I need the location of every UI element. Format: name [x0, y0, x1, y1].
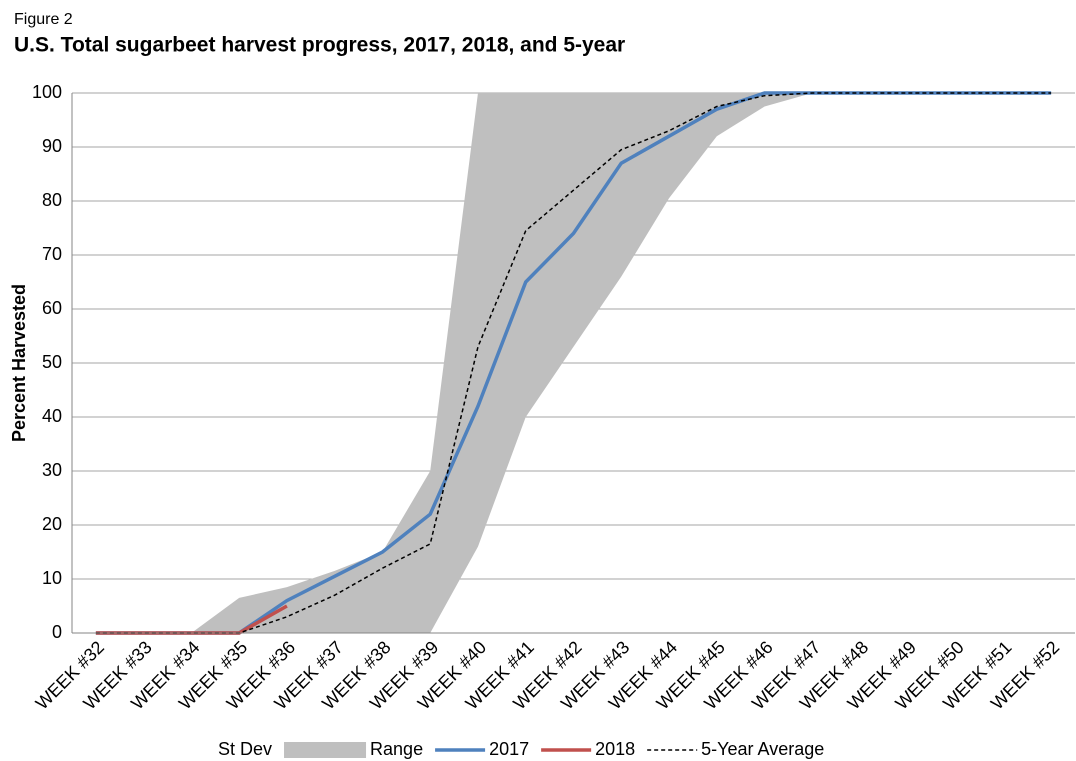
- legend-label: St Dev: [218, 739, 272, 759]
- figure-label: Figure 2: [14, 11, 73, 28]
- y-tick-label: 40: [42, 406, 62, 426]
- chart-title: U.S. Total sugarbeet harvest progress, 2…: [14, 34, 625, 57]
- line: [95, 92, 1052, 634]
- y-tick-label: 10: [42, 568, 62, 588]
- y-tick-label: 60: [42, 298, 62, 318]
- legend-label: 5-Year Average: [701, 739, 824, 759]
- y-tick-label: 0: [52, 622, 62, 642]
- legend-label: 2017: [489, 739, 529, 759]
- area: [95, 93, 1052, 633]
- legend-label: Range: [370, 739, 423, 759]
- legend-swatch: [284, 742, 367, 758]
- y-tick-label: 20: [42, 514, 62, 534]
- y-tick-label: 30: [42, 460, 62, 480]
- y-tick-label: 50: [42, 352, 62, 372]
- y-tick-label: 80: [42, 190, 62, 210]
- y-tick-label: 70: [42, 244, 62, 264]
- legend-label: 2018: [595, 739, 635, 759]
- y-tick-label: 90: [42, 136, 62, 156]
- y-axis-label: Percent Harvested: [9, 284, 29, 442]
- y-tick-label: 100: [32, 82, 62, 102]
